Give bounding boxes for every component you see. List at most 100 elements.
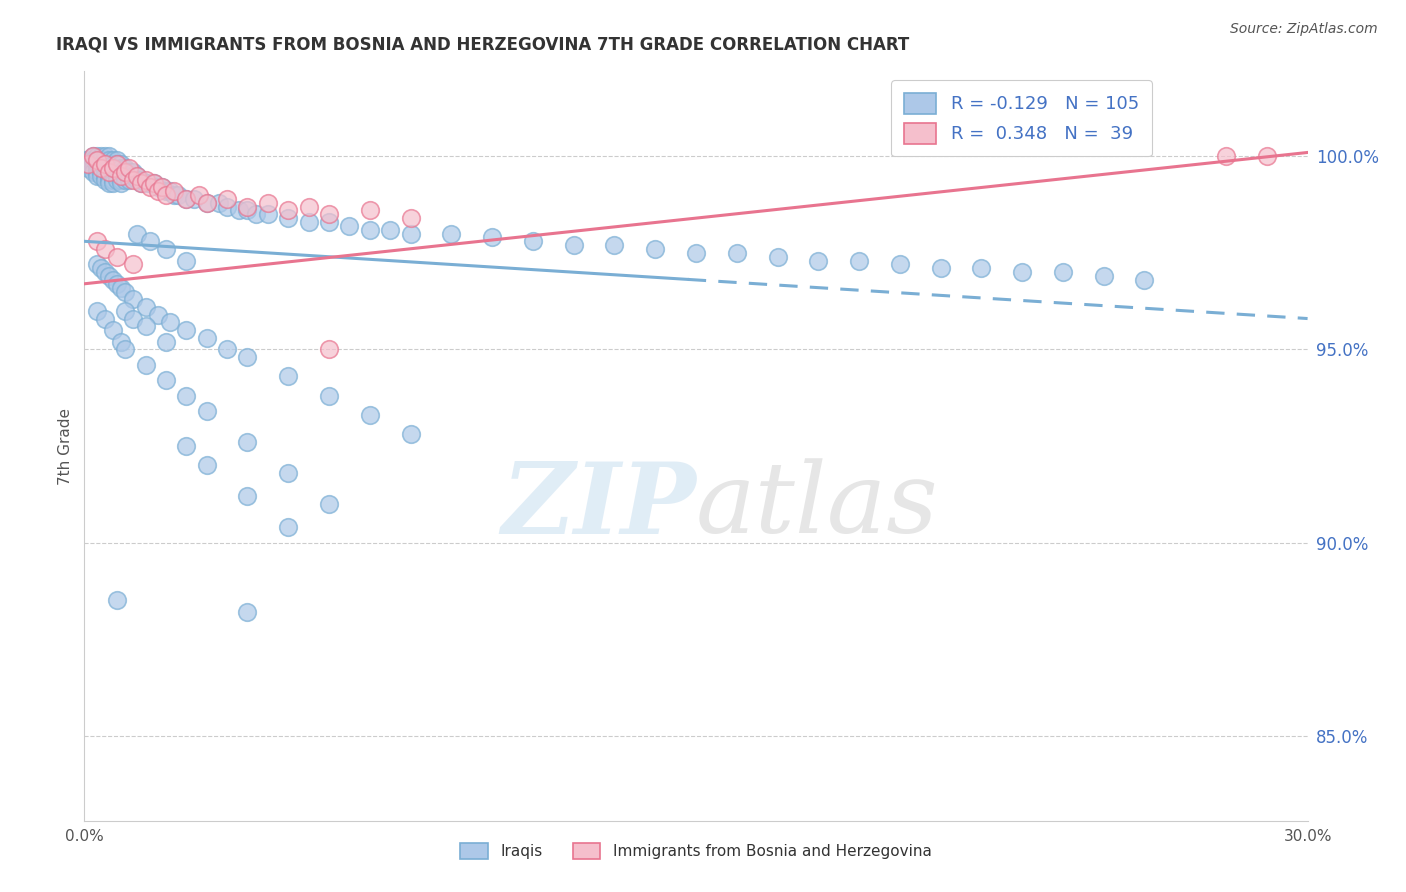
Point — [217, 200, 239, 214]
Point — [380, 223, 402, 237]
Text: atlas: atlas — [696, 458, 939, 554]
Point — [97, 169, 120, 183]
Point — [105, 169, 128, 183]
Point — [93, 169, 115, 183]
Point — [122, 165, 145, 179]
Point — [318, 389, 340, 403]
Point — [114, 172, 136, 186]
Point — [90, 161, 112, 175]
Y-axis label: 7th Grade: 7th Grade — [58, 408, 73, 484]
Point — [105, 593, 128, 607]
Point — [174, 192, 197, 206]
Point — [86, 153, 108, 168]
Point — [82, 149, 104, 163]
Point — [93, 242, 115, 256]
Text: Source: ZipAtlas.com: Source: ZipAtlas.com — [1230, 22, 1378, 37]
Point — [1256, 149, 1278, 163]
Point — [114, 165, 136, 179]
Point — [359, 203, 381, 218]
Point — [97, 157, 120, 171]
Point — [127, 227, 149, 241]
Point — [174, 192, 197, 206]
Point — [146, 308, 169, 322]
Point — [122, 311, 145, 326]
Point — [86, 161, 108, 175]
Point — [97, 161, 120, 175]
Point — [138, 180, 160, 194]
Point — [110, 157, 132, 171]
Point — [138, 235, 160, 249]
Point — [217, 343, 239, 357]
Point — [195, 195, 218, 210]
Point — [90, 161, 112, 175]
Point — [929, 261, 952, 276]
Point — [142, 177, 165, 191]
Point — [135, 300, 157, 314]
Point — [257, 207, 280, 221]
Point — [318, 343, 340, 357]
Point — [359, 408, 381, 422]
Point — [97, 149, 120, 163]
Point — [1052, 265, 1074, 279]
Point — [86, 153, 108, 168]
Point — [101, 161, 124, 175]
Point — [399, 211, 422, 226]
Point — [110, 172, 132, 186]
Point — [277, 466, 299, 480]
Point — [122, 172, 145, 186]
Point — [208, 195, 231, 210]
Point — [236, 435, 259, 450]
Point — [105, 153, 128, 168]
Point — [86, 235, 108, 249]
Point — [118, 169, 141, 183]
Point — [135, 172, 157, 186]
Point — [138, 177, 160, 191]
Point — [257, 195, 280, 210]
Point — [1215, 149, 1237, 163]
Point — [228, 203, 250, 218]
Point — [217, 192, 239, 206]
Point — [155, 242, 177, 256]
Point — [1011, 265, 1033, 279]
Point — [86, 257, 108, 271]
Point — [685, 246, 707, 260]
Point — [97, 165, 120, 179]
Point — [298, 215, 321, 229]
Point — [127, 169, 149, 183]
Point — [97, 153, 120, 168]
Point — [75, 153, 97, 168]
Point — [82, 161, 104, 175]
Point — [122, 169, 145, 183]
Point — [86, 165, 108, 179]
Point — [562, 238, 585, 252]
Point — [82, 153, 104, 168]
Point — [195, 404, 218, 418]
Point — [245, 207, 267, 221]
Point — [93, 157, 115, 171]
Point — [77, 157, 100, 171]
Point — [90, 169, 112, 183]
Point — [236, 200, 259, 214]
Point — [90, 157, 112, 171]
Point — [174, 389, 197, 403]
Point — [150, 180, 173, 194]
Point — [90, 261, 112, 276]
Point — [105, 165, 128, 179]
Point — [135, 319, 157, 334]
Point — [101, 161, 124, 175]
Point — [155, 373, 177, 387]
Point — [93, 165, 115, 179]
Point — [440, 227, 463, 241]
Point — [77, 157, 100, 171]
Point — [766, 250, 789, 264]
Text: ZIP: ZIP — [501, 458, 696, 554]
Point — [114, 165, 136, 179]
Point — [277, 211, 299, 226]
Point — [163, 184, 186, 198]
Point — [82, 165, 104, 179]
Point — [339, 219, 361, 233]
Point — [101, 153, 124, 168]
Point — [159, 184, 181, 198]
Point — [277, 520, 299, 534]
Point — [110, 169, 132, 183]
